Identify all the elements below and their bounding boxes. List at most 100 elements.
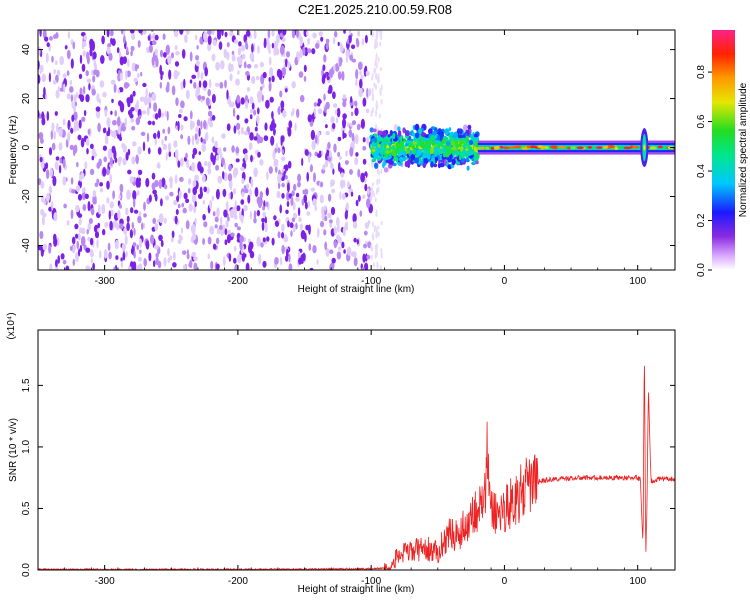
heatmap-cell-353: [366, 87, 369, 98]
heatmap-cell-571: [167, 142, 172, 152]
heatmap-cell-1369: [283, 170, 286, 178]
heatmap-cell-957: [107, 43, 112, 48]
heatmap-cell-1333: [323, 205, 327, 211]
heatmap-cell-1390: [236, 94, 241, 104]
y-tick-label-3: 20: [21, 93, 32, 105]
heatmap-cell-2488: [414, 132, 420, 139]
heatmap-cell-226: [132, 190, 137, 201]
heatmap-cell-1521: [380, 248, 383, 253]
heatmap-cell-1502: [377, 231, 380, 238]
heatmap-cell-970: [104, 109, 108, 117]
heatmap-cell-116: [99, 182, 103, 187]
heatmap-cell-801: [330, 179, 335, 186]
heatmap-cell-964: [360, 118, 365, 129]
heatmap-cell-998: [202, 174, 206, 183]
heatmap-cell-629: [118, 194, 122, 200]
heatmap-cell-2515: [380, 146, 387, 154]
heatmap-cell-1050: [290, 196, 294, 207]
heatmap-cell-815: [341, 193, 346, 200]
heatmap-cell-529: [301, 157, 304, 167]
heatmap-cell-869: [180, 81, 184, 90]
heatmap-cell-2378: [400, 150, 403, 156]
heatmap-cell-1467: [145, 87, 148, 98]
heatmap-cell-817: [78, 94, 82, 99]
heatmap-cell-931: [349, 54, 353, 61]
heatmap-cell-954: [164, 110, 167, 117]
heatmap-cell-1124: [324, 241, 328, 251]
heatmap-cell-971: [292, 201, 296, 211]
heatmap-cell-1431: [341, 71, 345, 81]
heatmap-cell-1460: [240, 214, 244, 224]
heatmap-cell-914: [127, 169, 132, 175]
x-tick-label-1: -200: [228, 276, 248, 287]
heatmap-cell-1058: [117, 125, 121, 135]
heatmap-cell-747: [40, 181, 45, 189]
heatmap-cell-1442: [39, 64, 44, 73]
heatmap-cell-1933: [397, 126, 401, 132]
heatmap-cell-901: [117, 209, 121, 220]
heatmap-cell-1125: [295, 197, 300, 202]
heatmap-cell-2287: [383, 167, 389, 173]
heatmap-cell-1394: [256, 117, 260, 122]
heatmap-cell-1177: [359, 210, 363, 217]
heatmap-cell-664: [134, 63, 138, 72]
heatmap-cell-2007: [448, 127, 452, 132]
heatmap-cell-539: [39, 30, 42, 37]
heatmap-cell-795: [48, 185, 53, 195]
heatmap-cell-1014: [49, 167, 53, 178]
heatmap-cell-584: [341, 241, 345, 249]
heatmap-cell-1054: [136, 244, 139, 251]
heatmap-cell-570: [332, 37, 336, 45]
heatmap-cell-695: [207, 35, 212, 46]
heatmap-cell-944: [192, 187, 197, 195]
heatmap-cell-1498: [143, 95, 149, 106]
heatmap-cell-834: [114, 110, 117, 117]
heatmap-cell-1322: [55, 259, 58, 268]
heatmap-cell-2577: [545, 146, 549, 150]
heatmap-cell-2511: [419, 141, 425, 148]
heatmap-cell-996: [70, 127, 74, 134]
heatmap-cell-582: [71, 100, 74, 109]
heatmap-cell-1122: [250, 108, 254, 114]
heatmap-cell-2509: [395, 147, 400, 154]
heatmap-cell-377: [237, 47, 242, 56]
heatmap-cell-646: [240, 97, 245, 105]
heatmap-cell-358: [115, 255, 119, 260]
heatmap-cell-1492: [191, 251, 196, 258]
heatmap-cell-1321: [157, 147, 162, 155]
heatmap-cell-1412: [91, 40, 96, 51]
heatmap-cell-205: [297, 173, 302, 183]
heatmap-cell-1443: [251, 102, 255, 110]
heatmap-cell-1290: [298, 257, 302, 265]
heatmap-cell-1046: [287, 126, 292, 137]
heatmap-cell-266: [80, 137, 85, 148]
heatmap-cell-1269: [177, 203, 181, 209]
heatmap-cell-1089: [286, 51, 290, 58]
heatmap-cell-2565: [596, 146, 603, 150]
heatmap-cell-1220: [342, 94, 347, 100]
heatmap-cell-1551: [372, 31, 374, 37]
heatmap-cell-1441: [262, 237, 266, 243]
heatmap-cell-1265: [73, 94, 77, 103]
heatmap-cell-1420: [188, 262, 192, 268]
heatmap-cell-1326: [130, 107, 135, 112]
heatmap-cell-935: [205, 97, 210, 106]
heatmap-cell-1259: [282, 30, 287, 36]
heatmap-cell-1184: [301, 198, 305, 206]
heatmap-cell-1558: [371, 73, 374, 78]
heatmap-cell-2493: [446, 141, 450, 146]
heatmap-cell-34: [221, 30, 224, 37]
heatmap-cell-78: [334, 30, 338, 38]
heatmap-cell-1340: [212, 155, 216, 166]
heatmap-cell-2094: [439, 162, 445, 168]
heatmap-cell-542: [201, 143, 206, 153]
heatmap-cell-669: [337, 71, 342, 80]
heatmap-cell-1419: [205, 131, 209, 140]
heatmap-cell-838: [195, 60, 200, 67]
heatmap-cell-281: [136, 100, 140, 110]
heatmap-cell-965: [133, 209, 139, 214]
heatmap-cell-1357: [132, 90, 136, 97]
heatmap-cell-1423: [58, 127, 63, 137]
heatmap-cell-359: [306, 30, 309, 37]
heatmap-cell-104: [137, 146, 142, 155]
